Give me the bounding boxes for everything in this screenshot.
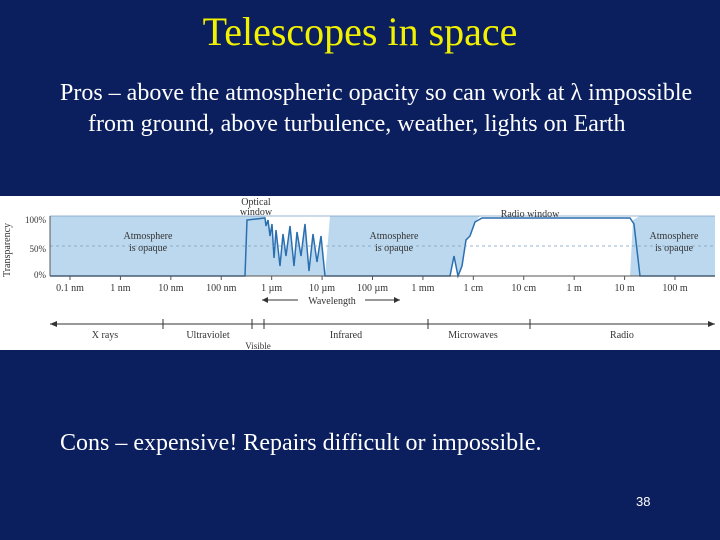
- y-tick-100: 100%: [25, 215, 47, 225]
- atmospheric-transparency-figure: Transparency 100% 50% 0% Atmosphere is o…: [0, 196, 720, 350]
- transparency-diagram: Transparency 100% 50% 0% Atmosphere is o…: [2, 197, 715, 350]
- band-infrared: Infrared: [330, 330, 362, 341]
- wavelength-tick-label: 10 cm: [511, 283, 536, 294]
- band-dividers: [162, 319, 531, 329]
- opaque-right-label-2: is opaque: [655, 243, 694, 254]
- band-arrow-right: [708, 321, 715, 327]
- wavelength-tick-label: 10 µm: [309, 283, 335, 294]
- slide-title: Telescopes in space: [202, 9, 518, 54]
- opaque-mid-label-2: is opaque: [375, 243, 414, 254]
- wavelength-tick-label: 100 nm: [206, 283, 237, 294]
- transparency-curve: [50, 217, 715, 279]
- band-xrays: X rays: [92, 330, 118, 341]
- y-axis-label: Transparency: [2, 223, 13, 277]
- band-arrow-left: [50, 321, 57, 327]
- opaque-region-mid: [325, 216, 480, 276]
- wavelength-tick-label: 1 nm: [110, 283, 131, 294]
- y-tick-0: 0%: [34, 270, 47, 280]
- wavelength-label: Wavelength: [308, 296, 356, 307]
- opaque-mid-label-1: Atmosphere: [370, 231, 419, 242]
- wavelength-ticks: 0.1 nm 1 nm 10 nm 100 nm 1 µm 10 µm 100 µm 1 mm…: [56, 276, 688, 294]
- band-visible: Visible: [245, 341, 270, 350]
- y-tick-50: 50%: [30, 244, 47, 254]
- opaque-left-label-1: Atmosphere: [124, 231, 173, 242]
- wavelength-tick-label: 100 µm: [357, 283, 388, 294]
- wavelength-tick-label: 10 nm: [158, 283, 184, 294]
- band-microwaves: Microwaves: [448, 330, 498, 341]
- band-ultraviolet: Ultraviolet: [186, 330, 230, 341]
- wavelength-tick-label: 0.1 nm: [56, 283, 84, 294]
- band-radio: Radio: [610, 330, 634, 341]
- page-number: 38: [636, 494, 651, 509]
- cons-text: Cons – expensive! Repairs difficult or i…: [60, 430, 542, 456]
- pros-text: Pros – above the atmospheric opacity so …: [60, 80, 693, 137]
- wavelength-arrowhead-left: [262, 297, 268, 303]
- wavelength-arrowhead-right: [394, 297, 400, 303]
- radio-window-label: Radio window: [501, 209, 560, 220]
- optical-window-label-1: Optical: [241, 197, 271, 208]
- wavelength-tick-label: 1 cm: [463, 283, 483, 294]
- wavelength-tick-label: 100 m: [662, 283, 688, 294]
- wavelength-tick-label: 1 µm: [261, 283, 282, 294]
- opaque-left-label-2: is opaque: [129, 243, 168, 254]
- opaque-right-label-1: Atmosphere: [650, 231, 699, 242]
- wavelength-tick-label: 1 mm: [411, 283, 434, 294]
- wavelength-tick-label: 10 m: [614, 283, 635, 294]
- opaque-region-right: [630, 216, 715, 276]
- wavelength-tick-label: 1 m: [567, 283, 583, 294]
- optical-window-label-2: window: [240, 207, 273, 218]
